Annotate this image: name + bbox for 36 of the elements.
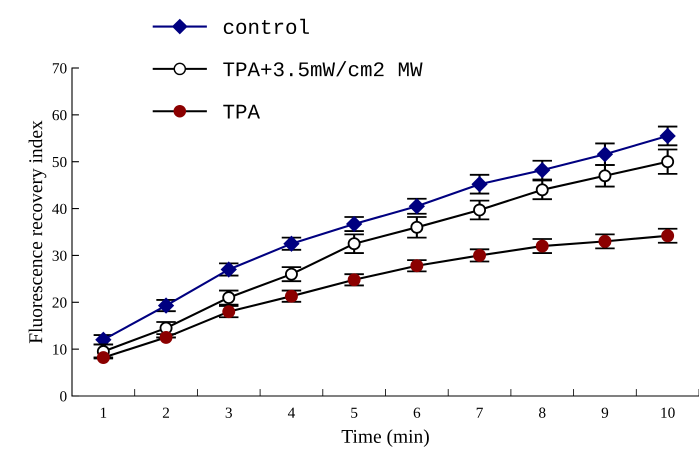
point (158, 298, 174, 314)
x-tick-label: 10 (661, 408, 675, 418)
point (284, 268, 298, 281)
y-tick-label: 20 (52, 297, 67, 308)
x-tick-label: 7 (476, 408, 483, 418)
point (348, 237, 361, 250)
point (409, 198, 425, 214)
point (598, 169, 612, 182)
point (222, 291, 236, 304)
point (473, 204, 486, 216)
x-tick-label: 3 (226, 408, 232, 418)
legend-label: TPA (223, 104, 260, 119)
y-tick-label: 70 (52, 63, 67, 74)
point (410, 220, 424, 234)
x-tick-label: 1 (100, 408, 106, 418)
x-tick-label: 4 (288, 408, 296, 418)
x-axis-title: Time (min) (342, 429, 429, 447)
x-tick-label: 9 (602, 408, 608, 418)
point (597, 146, 613, 162)
point (536, 183, 549, 196)
y-tick-label: 40 (52, 204, 67, 214)
y-axis-title: Fluorescence recovery index (28, 120, 46, 344)
point (346, 216, 362, 232)
x-tick-label: 5 (351, 408, 358, 418)
y-tick-label: 60 (52, 110, 67, 120)
x-tick-label: 8 (539, 408, 546, 418)
y-tick-label: 10 (53, 344, 67, 355)
y-tick-label: 0 (60, 391, 67, 402)
legend-label: control (224, 18, 309, 34)
x-tick-label: 2 (162, 408, 170, 418)
legend-label: TPA+3.5mW/cm2 MW (223, 61, 423, 76)
y-tick-label: 30 (52, 250, 67, 261)
point (661, 155, 674, 168)
point (284, 236, 300, 252)
x-tick-label: 6 (414, 408, 420, 418)
y-tick-label: 50 (52, 156, 67, 168)
